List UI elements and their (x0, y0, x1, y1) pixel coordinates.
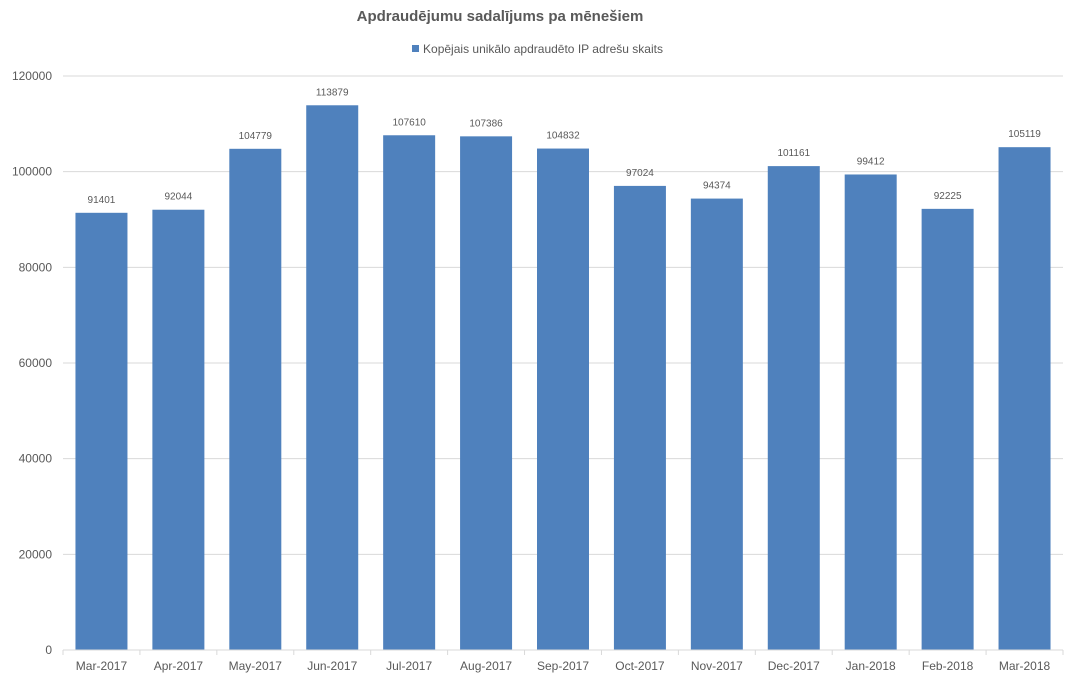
x-tick-label: Mar-2017 (76, 659, 128, 673)
y-tick-label: 120000 (12, 69, 52, 83)
x-tick-label: Jun-2017 (307, 659, 357, 673)
data-label: 107610 (392, 117, 426, 128)
data-label: 104779 (239, 131, 273, 142)
data-label: 105119 (1008, 129, 1041, 140)
bar (229, 148, 282, 650)
legend-swatch (412, 45, 420, 52)
x-tick-label: Jul-2017 (386, 659, 432, 673)
x-tick-label: Aug-2017 (460, 659, 512, 673)
bar (75, 212, 128, 650)
x-tick-label: Jan-2018 (846, 659, 896, 673)
y-tick-label: 100000 (12, 165, 52, 179)
data-label: 92044 (164, 192, 192, 203)
bar (690, 198, 743, 650)
bar (613, 185, 666, 651)
y-tick-label: 20000 (19, 547, 53, 561)
x-tick-label: Nov-2017 (691, 659, 743, 673)
data-label: 113879 (316, 87, 349, 98)
data-label: 104832 (546, 131, 580, 142)
bar (998, 147, 1051, 650)
bar (537, 148, 589, 651)
legend-label: Kopējais unikālo apdraudēto IP adrešu sk… (423, 42, 663, 56)
chart-title: Apdraudējumu sadalījums pa mēnešiem (356, 8, 644, 25)
data-label: 92225 (934, 191, 962, 202)
bar (921, 208, 974, 650)
bar (767, 166, 820, 650)
x-tick-label: Apr-2017 (154, 659, 204, 673)
bar (383, 135, 436, 650)
data-label: 94374 (703, 181, 731, 192)
data-label: 97024 (626, 168, 654, 179)
x-tick-label: Mar-2018 (999, 659, 1051, 673)
x-tick-label: Sep-2017 (537, 659, 589, 673)
y-tick-label: 80000 (19, 260, 53, 274)
bar (152, 209, 205, 650)
data-label: 107386 (469, 118, 503, 129)
y-tick-label: 60000 (19, 356, 53, 370)
data-label: 99412 (857, 156, 885, 167)
bar (460, 136, 513, 650)
y-tick-label: 0 (45, 643, 52, 657)
x-tick-label: Oct-2017 (615, 659, 665, 673)
x-tick-label: Feb-2018 (922, 659, 974, 673)
y-tick-label: 40000 (19, 452, 53, 466)
x-tick-label: Dec-2017 (768, 659, 820, 673)
bar (844, 174, 897, 651)
x-tick-label: May-2017 (229, 659, 283, 673)
bar (306, 105, 359, 650)
data-label: 91401 (88, 195, 116, 206)
data-label: 101161 (777, 148, 810, 159)
legend: Kopējais unikālo apdraudēto IP adrešu sk… (0, 42, 1075, 56)
